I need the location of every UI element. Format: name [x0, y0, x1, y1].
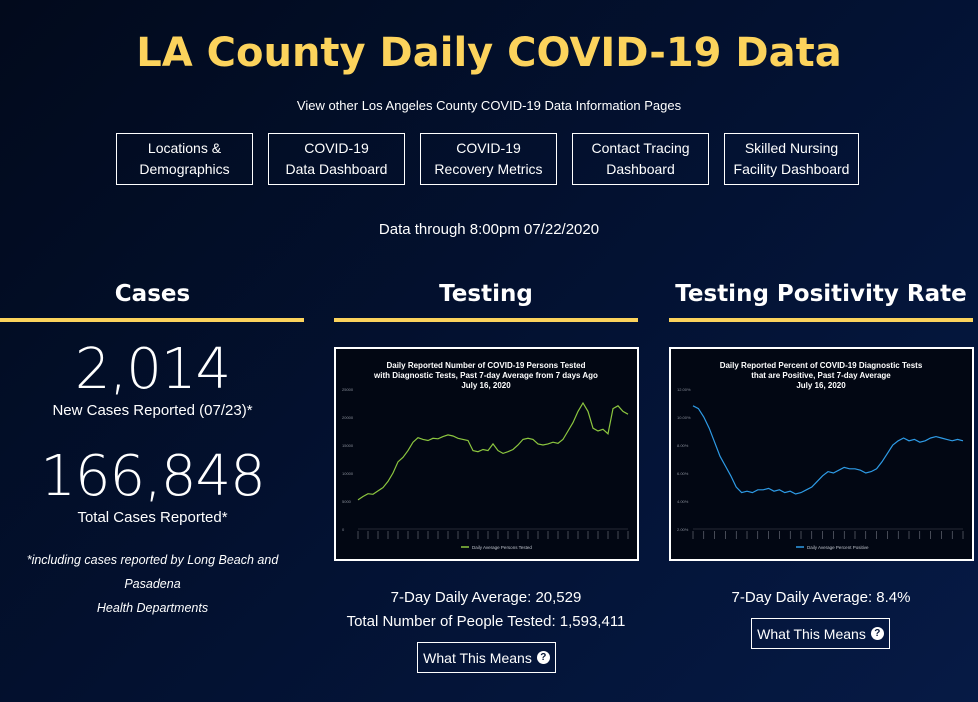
positivity-daily-average: 7-Day Daily Average: 8.4%	[731, 589, 911, 606]
series-line	[692, 405, 964, 495]
page-title: LA County Daily COVID-19 Data	[136, 30, 842, 76]
new-cases-label: New Cases Reported (07/23)*	[52, 402, 253, 419]
y-tick-label: 0	[342, 527, 345, 532]
y-tick-label: 10.00%	[677, 415, 691, 420]
y-tick-label: 2.00%	[677, 527, 689, 532]
footnote-line: *including cases reported by Long Beach …	[26, 553, 279, 591]
y-tick-label: 10000	[342, 471, 354, 476]
legend-label: Daily Average Percent Positive	[807, 545, 869, 550]
nav-bar: Locations & Demographics COVID-19 Data Das…	[116, 133, 859, 185]
testing-what-this-means-button[interactable]: What This Means ?	[417, 642, 556, 673]
nav-label: Facility Dashboard	[733, 161, 850, 177]
nav-label: Recovery Metrics	[434, 161, 543, 177]
y-tick-label: 12.00%	[677, 387, 691, 392]
nav-label: Locations &	[147, 140, 222, 156]
nav-label: Demographics	[139, 161, 230, 177]
nav-label: Skilled Nursing	[744, 140, 839, 156]
y-tick-label: 6.00%	[677, 471, 689, 476]
testing-heading: Testing	[439, 281, 533, 307]
nav-locations-demographics[interactable]: Locations & Demographics	[116, 133, 253, 185]
question-icon: ?	[870, 627, 884, 640]
y-tick-label: 20000	[342, 415, 354, 420]
chart-date: July 16, 2020	[461, 381, 511, 390]
footnote-line: Health Departments	[96, 601, 209, 615]
nav-label: COVID-19	[304, 140, 369, 156]
series-line	[357, 401, 629, 501]
y-tick-label: 4.00%	[677, 499, 689, 504]
positivity-chart: Daily Reported Percent of COVID-19 Diagn…	[669, 347, 974, 561]
button-label: What This Means	[423, 649, 532, 666]
chart-title-line: with Diagnostic Tests, Past 7-day Averag…	[373, 371, 598, 380]
chart-title-line: Daily Reported Number of COVID-19 Person…	[386, 361, 585, 370]
data-through-text: Data through 8:00pm 07/22/2020	[378, 221, 600, 238]
chart-title-line: that are Positive, Past 7-day Average	[751, 371, 891, 380]
button-label: What This Means	[757, 625, 866, 642]
positivity-chart-svg: Daily Reported Percent of COVID-19 Diagn…	[677, 361, 964, 550]
nav-skilled-nursing[interactable]: Skilled Nursing Facility Dashboard	[724, 133, 859, 185]
nav-label: Data Dashboard	[285, 161, 388, 177]
positivity-divider	[669, 318, 973, 322]
total-tested: Total Number of People Tested: 1,593,411	[346, 613, 626, 630]
total-cases-number: 166,848	[40, 444, 266, 509]
y-tick-label: 25000	[342, 387, 354, 392]
testing-divider	[334, 318, 638, 322]
total-cases-label: Total Cases Reported*	[77, 509, 228, 526]
y-tick-label: 15000	[342, 443, 354, 448]
testing-daily-average: 7-Day Daily Average: 20,529	[390, 589, 582, 606]
y-tick-label: 8.00%	[677, 443, 689, 448]
cases-footnote: *including cases reported by Long Beach …	[0, 548, 305, 620]
chart-title-line: Daily Reported Percent of COVID-19 Diagn…	[720, 361, 923, 370]
nav-label: COVID-19	[456, 140, 521, 156]
chart-date: July 16, 2020	[796, 381, 846, 390]
nav-label: Dashboard	[606, 161, 675, 177]
legend-label: Daily Average Persons Tested	[472, 545, 532, 550]
new-cases-number: 2,014	[74, 337, 231, 402]
nav-data-dashboard[interactable]: COVID-19 Data Dashboard	[268, 133, 405, 185]
y-tick-label: 5000	[342, 499, 352, 504]
nav-recovery-metrics[interactable]: COVID-19 Recovery Metrics	[420, 133, 557, 185]
testing-chart: Daily Reported Number of COVID-19 Person…	[334, 347, 639, 561]
nav-contact-tracing[interactable]: Contact Tracing Dashboard	[572, 133, 709, 185]
page-subtitle: View other Los Angeles County COVID-19 D…	[296, 98, 682, 113]
positivity-heading: Testing Positivity Rate	[675, 281, 967, 307]
cases-divider	[0, 318, 304, 322]
positivity-what-this-means-button[interactable]: What This Means ?	[751, 618, 890, 649]
question-icon: ?	[536, 651, 550, 664]
nav-label: Contact Tracing	[591, 140, 690, 156]
testing-chart-svg: Daily Reported Number of COVID-19 Person…	[342, 361, 629, 550]
cases-heading: Cases	[114, 281, 191, 307]
